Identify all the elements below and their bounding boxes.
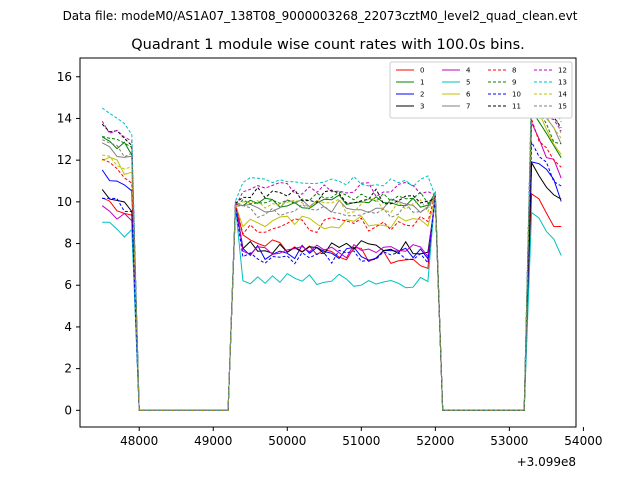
legend-label-8: 8 (512, 67, 516, 75)
x-tick-label: 50000 (268, 434, 306, 448)
y-tick-label: 0 (64, 403, 72, 417)
legend-label-14: 14 (558, 91, 567, 99)
x-tick-label: 51000 (342, 434, 380, 448)
legend-label-7: 7 (466, 103, 470, 111)
series-line-1 (101, 108, 562, 411)
series-line-15 (101, 86, 562, 411)
legend-label-15: 15 (558, 103, 567, 111)
x-tick-label: 53000 (490, 434, 528, 448)
legend-label-4: 4 (466, 67, 471, 75)
series-line-4 (101, 122, 562, 411)
legend-label-10: 10 (512, 91, 521, 99)
legend-label-6: 6 (466, 91, 471, 99)
series-line-11 (101, 89, 562, 411)
chart-suptitle: Data file: modeM0/AS1A07_138T08_90000032… (63, 9, 578, 23)
series-line-12 (101, 87, 562, 411)
legend-label-2: 2 (420, 91, 424, 99)
plot-area: 48000 49000 50000 51000 52000 53000 54000 0 2 4 6 8… (57, 61, 602, 448)
legend-label-3: 3 (420, 103, 424, 111)
y-tick-label: 2 (64, 362, 72, 376)
y-tick-label: 8 (64, 237, 72, 251)
legend-label-11: 11 (512, 103, 521, 111)
legend-label-13: 13 (558, 79, 567, 87)
y-tick-label: 12 (57, 153, 72, 167)
series-line-7 (101, 99, 562, 411)
series-line-5 (102, 192, 562, 411)
x-offset-label: +3.099e8 (517, 455, 576, 469)
y-tick-label: 16 (57, 70, 72, 84)
x-tick-label: 54000 (564, 434, 602, 448)
x-tick-label: 49000 (194, 434, 232, 448)
legend-label-0: 0 (420, 67, 424, 75)
legend-label-1: 1 (420, 79, 424, 87)
y-tick-label: 6 (64, 278, 72, 292)
y-tick-label: 14 (57, 111, 72, 125)
legend-label-5: 5 (466, 79, 470, 87)
series-line-6 (101, 105, 562, 411)
x-tick-label: 48000 (120, 434, 158, 448)
legend-box (389, 61, 573, 119)
legend-label-9: 9 (512, 79, 516, 87)
series-line-10 (102, 141, 562, 411)
y-tick-label: 4 (64, 320, 72, 334)
series-line-13 (101, 79, 562, 411)
series-line-8 (102, 119, 562, 411)
legend-label-12: 12 (558, 67, 567, 75)
x-tick-label: 52000 (416, 434, 454, 448)
plot-frame (79, 57, 577, 428)
series-line-9 (102, 109, 562, 411)
series-line-14 (102, 106, 562, 411)
y-tick-label: 10 (57, 195, 72, 209)
series-line-0 (101, 192, 562, 411)
chart-title: Quadrant 1 module wise count rates with … (131, 37, 525, 53)
